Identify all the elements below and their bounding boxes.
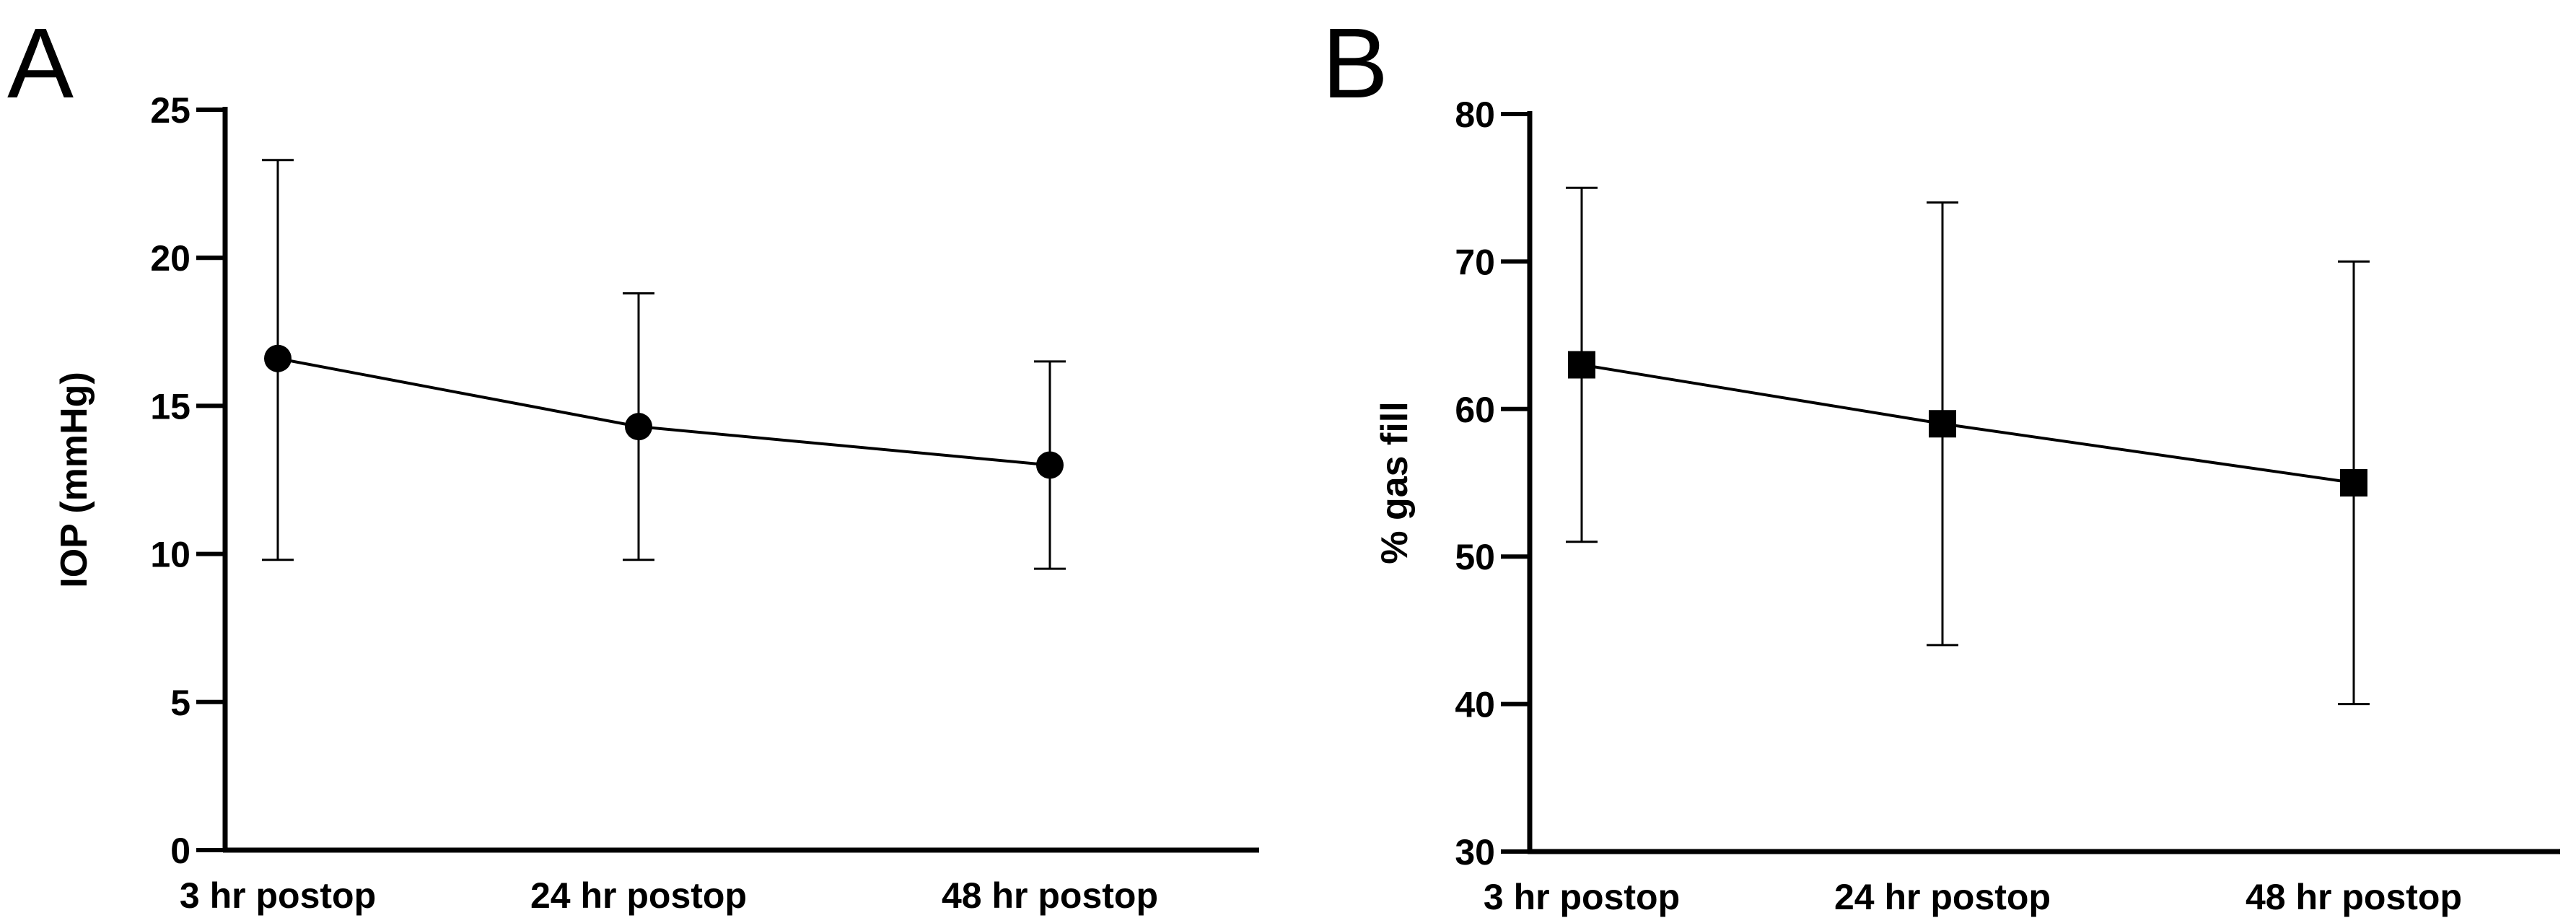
data-point-marker [1929,410,1956,438]
chart-panel-b: B 30 40 50 60 70 80 % gas fill 3 hr postop 24 hr … [1322,8,2560,917]
chart-panel-a: A 0 5 10 15 20 25 IOP (mmHg) 3 hr postop 24 hr po… [7,8,1259,916]
y-tick-label: 70 [1455,242,1495,282]
x-tick-label: 48 hr postop [2246,877,2462,917]
y-tick-label: 60 [1455,390,1495,430]
data-point-marker [264,344,292,372]
data-point-marker [1036,451,1064,479]
x-tick-label: 3 hr postop [180,875,376,916]
x-tick-label: 24 hr postop [530,875,747,916]
data-point-marker [2340,469,2367,497]
data-point-marker [1568,351,1595,379]
y-tick-label: 40 [1455,685,1495,725]
x-tick-label: 48 hr postop [942,875,1158,916]
series-line [1581,363,2354,484]
x-tick-label: 24 hr postop [1834,877,2051,917]
series-line [277,356,1051,467]
y-tick-label: 50 [1455,537,1495,577]
panel-letter: B [1322,8,1388,119]
y-tick-label: 25 [150,90,190,131]
y-tick-label: 0 [170,831,190,871]
y-axis-label: IOP (mmHg) [53,372,95,588]
y-tick-label: 30 [1455,832,1495,872]
x-tick-label: 3 hr postop [1484,877,1680,917]
y-tick-label: 5 [170,683,190,723]
y-tick-label: 15 [150,386,190,426]
data-point-marker [625,413,652,441]
y-tick-label: 20 [150,238,190,279]
y-tick-label: 10 [150,535,190,575]
panel-letter: A [7,8,74,119]
y-axis-label: % gas fill [1374,401,1416,564]
y-tick-label: 80 [1455,95,1495,135]
